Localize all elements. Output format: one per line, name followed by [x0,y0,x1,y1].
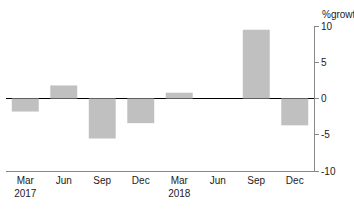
svg-text:-10: -10 [321,166,336,177]
svg-text:Sep: Sep [247,175,265,186]
svg-text:0: 0 [321,93,327,104]
svg-text:%growth: %growth [322,9,354,20]
svg-text:Jun: Jun [210,175,226,186]
svg-text:Mar2017: Mar2017 [14,175,37,199]
svg-text:Sep: Sep [93,175,111,186]
svg-text:-5: -5 [321,129,330,140]
svg-text:Jun: Jun [56,175,72,186]
svg-text:Mar2018: Mar2018 [168,175,191,199]
svg-text:5: 5 [321,57,327,68]
svg-text:Dec: Dec [286,175,304,186]
svg-text:Dec: Dec [132,175,150,186]
svg-text:10: 10 [321,21,333,32]
